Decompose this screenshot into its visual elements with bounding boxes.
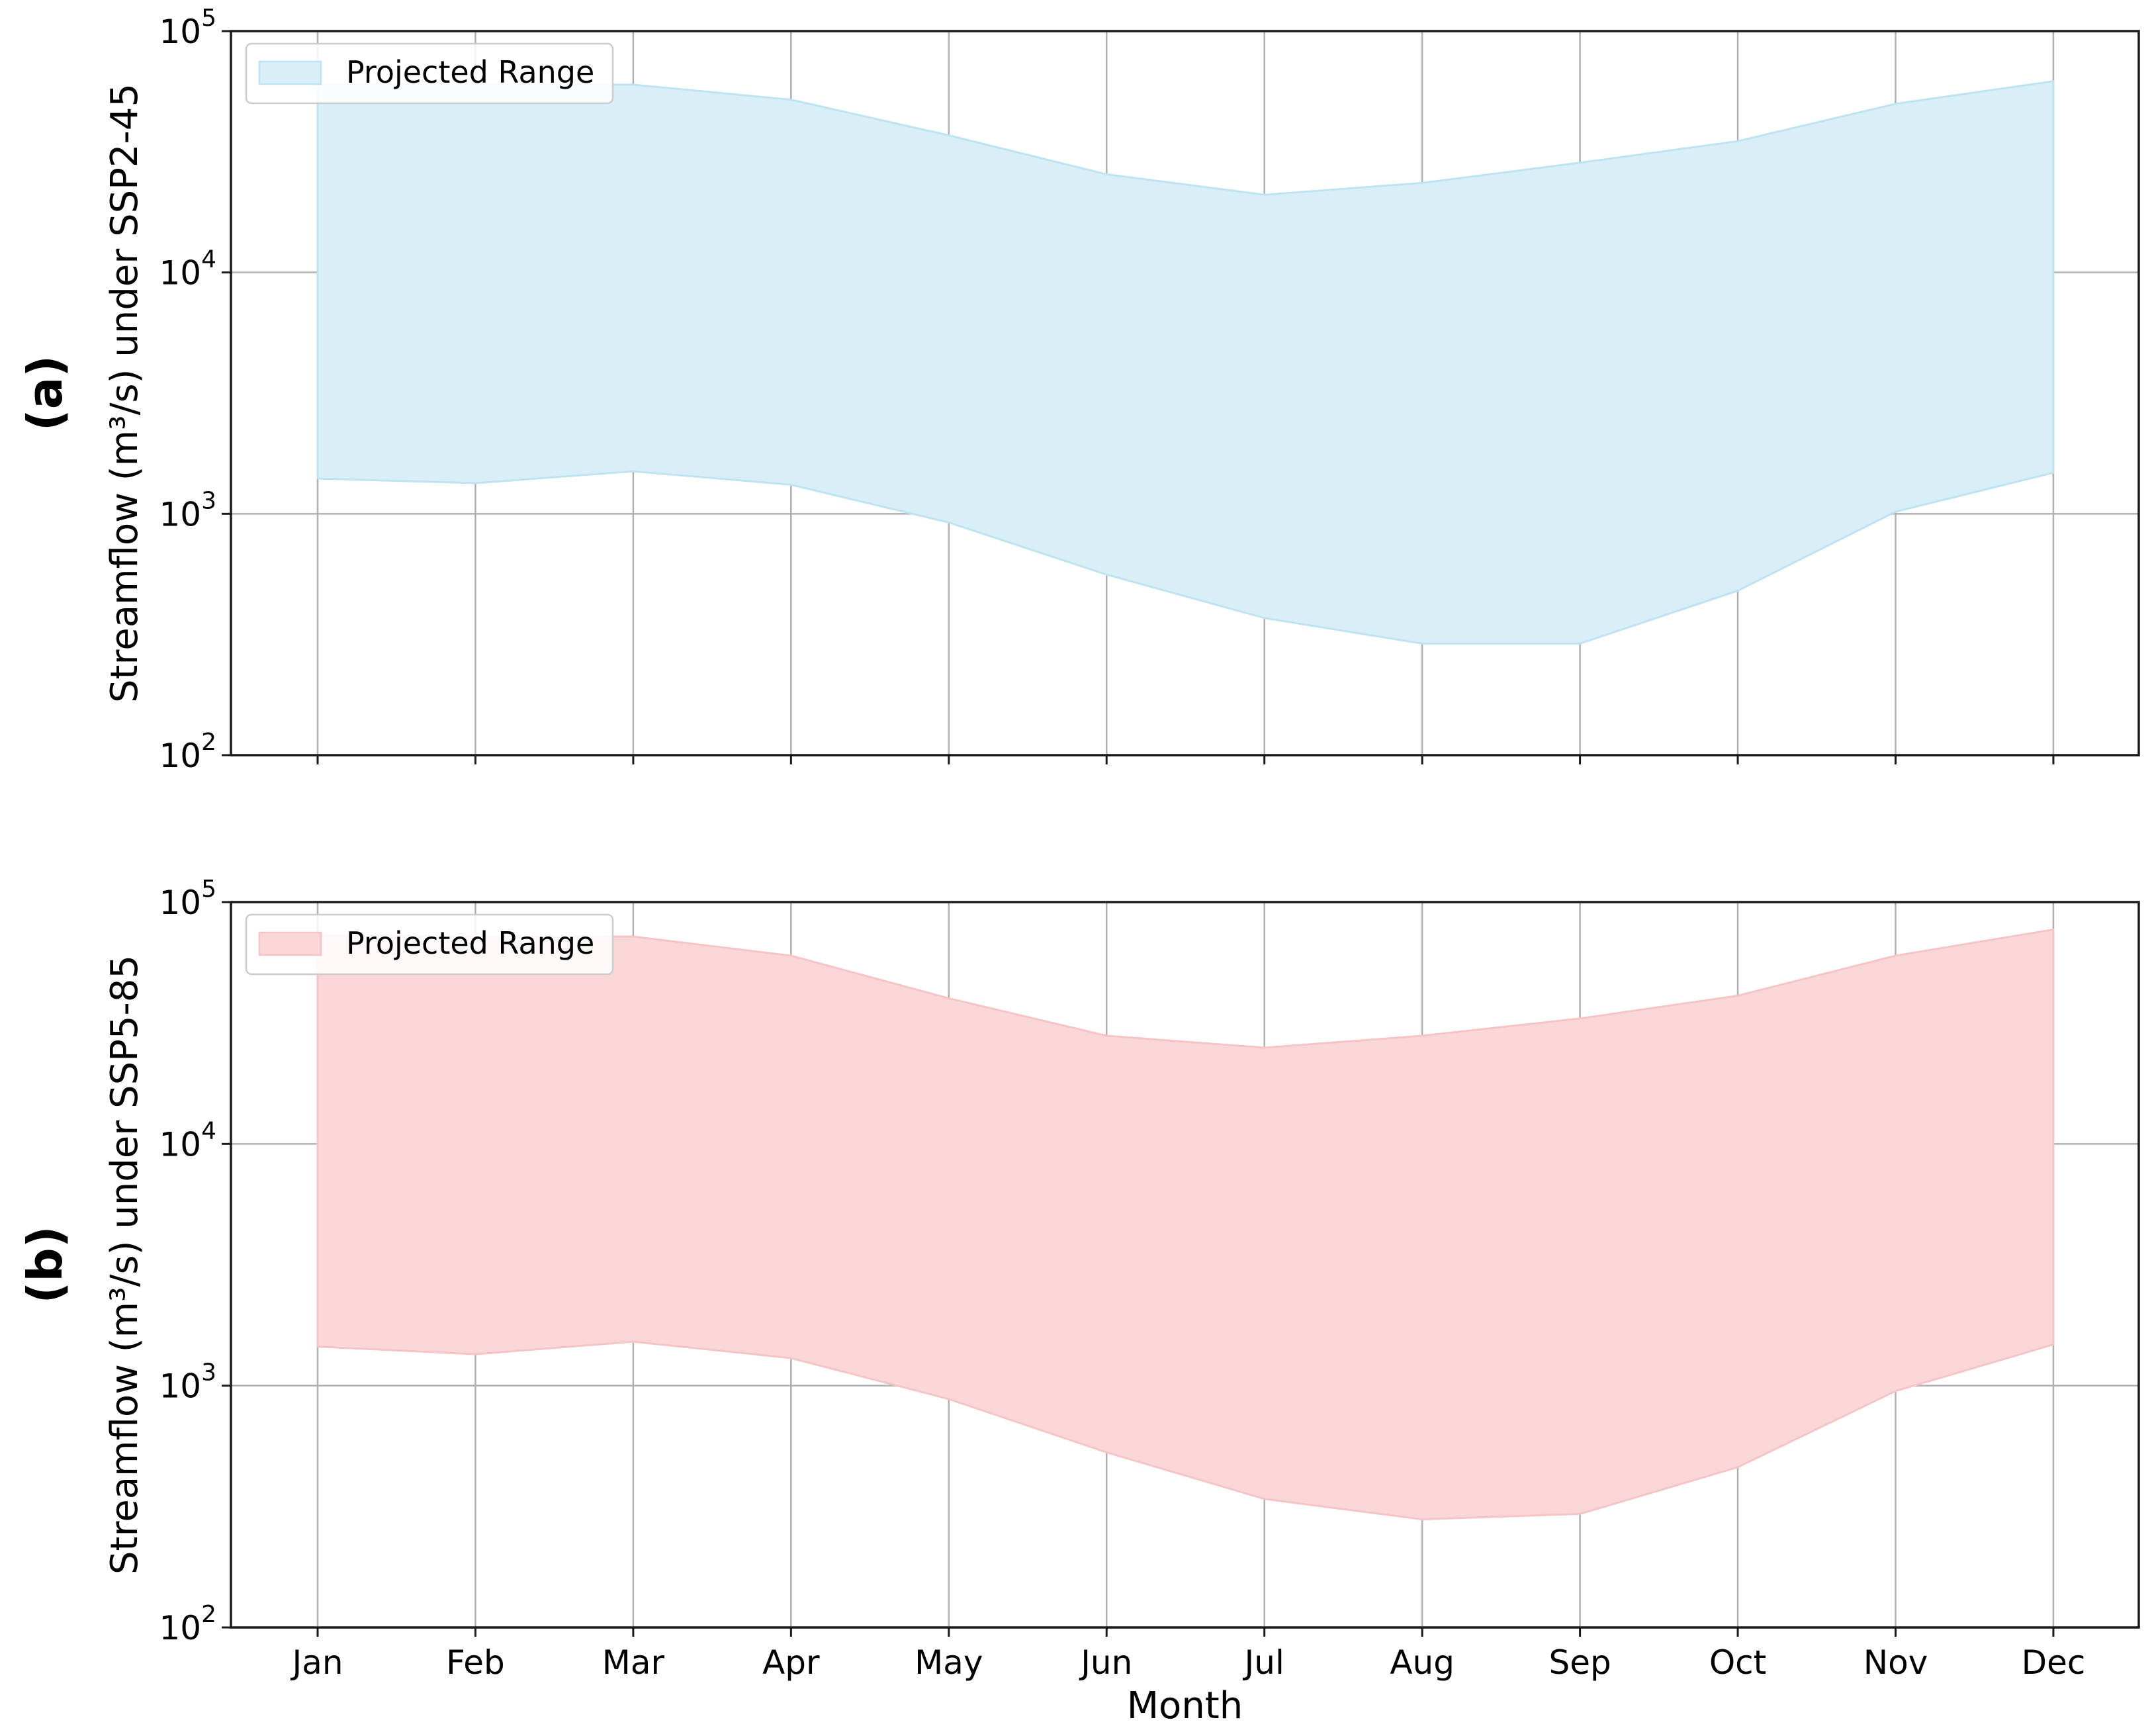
y-tick-exponent: 2 (201, 1601, 216, 1628)
legend-swatch (258, 60, 322, 85)
y-tick-label: 103 (159, 487, 216, 533)
x-tick-label: May (915, 1643, 983, 1682)
y-axis-label: Streamflow (m³/s) under SSP5-85 (103, 955, 146, 1575)
y-tick-exponent: 5 (201, 876, 216, 903)
y-tick-label: 103 (159, 1359, 216, 1406)
legend-label: Projected Range (346, 925, 594, 961)
x-tick-label: Jan (290, 1643, 343, 1682)
x-tick-label: Jun (1079, 1643, 1132, 1682)
projected-range-band (316, 928, 2055, 1521)
y-tick-base: 10 (159, 737, 201, 775)
y-tick-exponent: 3 (201, 487, 216, 514)
projected-range-band (316, 79, 2055, 645)
legend-box (245, 42, 614, 105)
y-tick-label: 102 (159, 729, 216, 775)
legend-swatch (258, 931, 322, 956)
x-tick-label: Oct (1709, 1643, 1766, 1682)
legend: Projected Range (245, 42, 614, 105)
y-tick-label: 104 (159, 246, 216, 293)
panel-label: (a) (17, 355, 73, 431)
x-axis-label: Month (1127, 1684, 1243, 1727)
y-tick-base: 10 (159, 884, 201, 922)
y-tick-base: 10 (159, 1125, 201, 1164)
x-tick-label: Sep (1548, 1643, 1611, 1682)
y-tick-label: 102 (159, 1601, 216, 1647)
legend-box (245, 913, 614, 976)
axes-frame (230, 30, 2140, 756)
y-tick-exponent: 5 (201, 5, 216, 32)
y-axis-label: Streamflow (m³/s) under SSP2-45 (103, 83, 146, 703)
legend: Projected Range (245, 913, 614, 976)
y-tick-base: 10 (159, 1367, 201, 1406)
legend-label: Projected Range (346, 54, 594, 90)
x-tick-label: Mar (602, 1643, 665, 1682)
x-tick-label: Nov (1863, 1643, 1928, 1682)
y-tick-label: 105 (159, 5, 216, 51)
x-tick-label: Feb (446, 1643, 505, 1682)
y-tick-exponent: 4 (201, 1117, 216, 1144)
x-tick-label: Aug (1390, 1643, 1455, 1682)
y-tick-label: 104 (159, 1117, 216, 1164)
y-tick-base: 10 (159, 495, 201, 533)
x-tick-label: Apr (762, 1643, 820, 1682)
x-tick-label: Dec (2022, 1643, 2086, 1682)
y-tick-label: 105 (159, 876, 216, 922)
y-tick-exponent: 2 (201, 729, 216, 756)
panel-label: (b) (17, 1226, 73, 1303)
y-tick-exponent: 4 (201, 246, 216, 273)
y-tick-base: 10 (159, 13, 201, 51)
y-tick-exponent: 3 (201, 1359, 216, 1387)
x-tick-label: Jul (1243, 1643, 1284, 1682)
y-tick-base: 10 (159, 254, 201, 293)
y-tick-base: 10 (159, 1609, 201, 1647)
axes-frame (230, 901, 2140, 1629)
